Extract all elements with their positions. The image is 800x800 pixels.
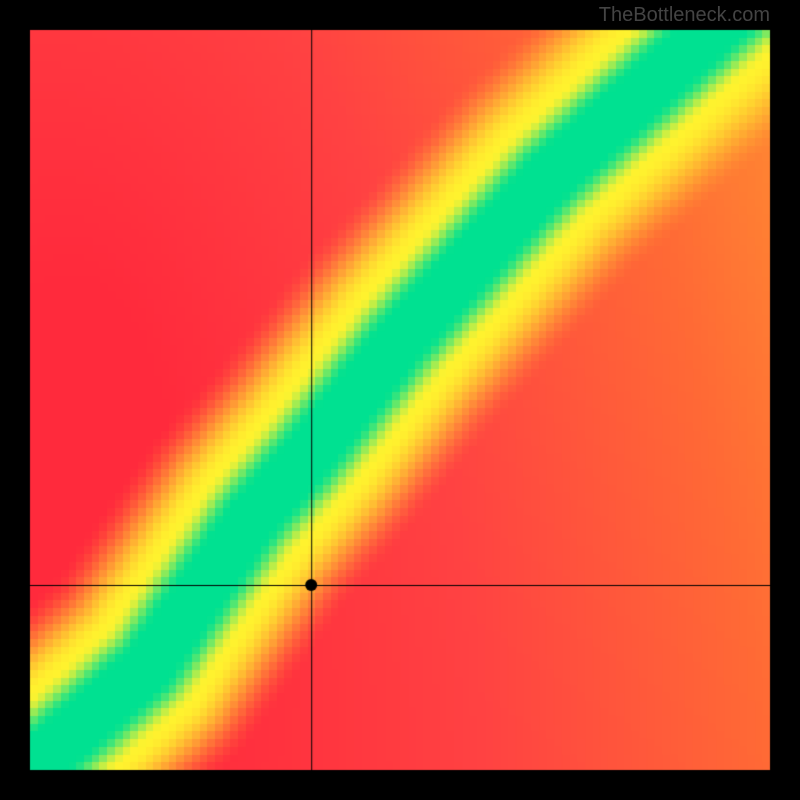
watermark-text: TheBottleneck.com bbox=[599, 4, 770, 27]
bottleneck-heatmap bbox=[0, 0, 800, 800]
chart-container: TheBottleneck.com bbox=[0, 0, 800, 800]
